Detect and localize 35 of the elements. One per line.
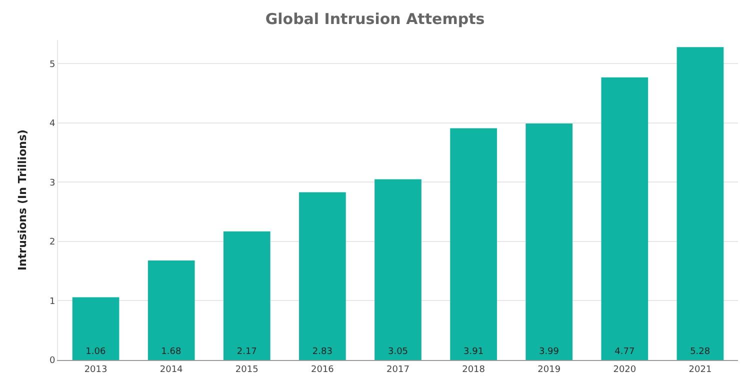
bar <box>676 47 724 360</box>
x-tick-label: 2015 <box>235 364 258 375</box>
data-label: 3.05 <box>388 347 408 357</box>
x-tick-label: 2017 <box>386 364 410 375</box>
y-tick-label: 0 <box>49 356 56 366</box>
bar <box>72 297 120 360</box>
bar <box>450 128 497 360</box>
data-label: 3.99 <box>538 347 560 357</box>
chart-title: Global Intrusion Attempts <box>265 10 485 28</box>
y-tick-label: 3 <box>49 178 56 188</box>
x-tick-label: 2019 <box>538 364 561 375</box>
x-tick-label: 2016 <box>310 364 334 375</box>
y-tick-label: 1 <box>49 296 56 307</box>
data-label: 1.68 <box>161 347 182 357</box>
x-tick-label: 2020 <box>613 364 636 375</box>
x-tick-label: 2018 <box>462 364 486 375</box>
y-tick-label: 5 <box>49 60 56 70</box>
bar <box>299 192 346 360</box>
data-label: 4.77 <box>614 347 635 357</box>
data-label: 2.83 <box>312 347 332 357</box>
bar <box>601 77 648 360</box>
data-label: 3.91 <box>464 347 484 357</box>
data-label: 1.06 <box>86 347 106 357</box>
bar <box>223 231 270 360</box>
data-label: 2.17 <box>236 347 257 357</box>
bar <box>526 124 573 360</box>
y-tick-label: 4 <box>49 119 56 130</box>
bar <box>374 179 422 360</box>
x-tick-label: 2021 <box>688 364 712 375</box>
data-label: 5.28 <box>690 347 710 357</box>
y-axis-title: Intrusions (In Trillions) <box>16 129 29 271</box>
y-tick-label: 2 <box>49 238 56 248</box>
x-tick-label: 2014 <box>160 364 184 375</box>
x-tick-label: 2013 <box>84 364 108 375</box>
bar <box>148 260 195 360</box>
